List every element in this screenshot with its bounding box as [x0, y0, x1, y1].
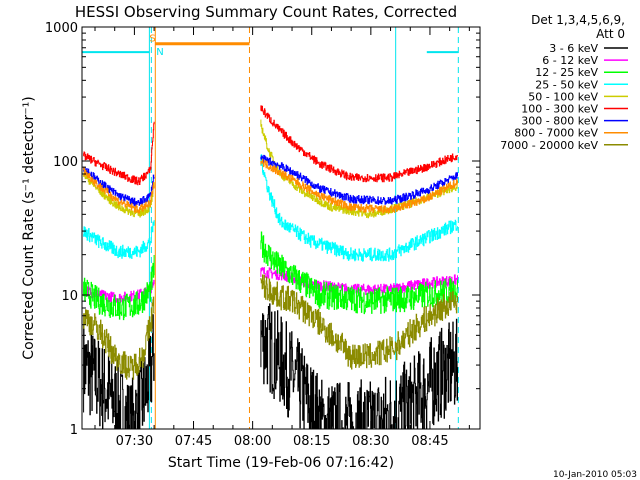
- footer-timestamp: 10-Jan-2010 05:03: [553, 470, 637, 480]
- x-tick-label-4: 08:30: [352, 434, 389, 449]
- series-7-line-0: [83, 167, 155, 214]
- legend-label-7: 800 - 7000 keV: [514, 127, 598, 140]
- legend-header-line1: Det 1,3,4,5,6,9,: [531, 13, 625, 27]
- legend-label-2: 12 - 25 keV: [535, 66, 598, 79]
- y-tick-label-1: 10: [61, 289, 78, 304]
- legend-label-0: 3 - 6 keV: [549, 42, 598, 55]
- legend-header-line2: Att 0: [596, 27, 625, 41]
- series-5-line-1: [260, 105, 458, 183]
- legend-label-3: 25 - 50 keV: [535, 78, 598, 91]
- series-6-line-1: [260, 154, 458, 205]
- plot-frame: [81, 26, 481, 430]
- series-3-line-0: [83, 220, 155, 259]
- x-tick-label-1: 07:45: [175, 434, 212, 449]
- y-axis-label: Corrected Count Rate (s⁻¹ detector⁻¹): [21, 96, 37, 359]
- series-7: [83, 158, 458, 214]
- series-8-line-1: [260, 274, 458, 370]
- legend-label-5: 100 - 300 keV: [521, 103, 598, 116]
- flag-label-n: N: [156, 47, 163, 58]
- y-tick-label-3: 1000: [45, 21, 78, 36]
- axis-ticks: 07:30 07:45 08:00 08:15 08:30 08:45 1 10 100 1000: [45, 21, 480, 449]
- legend-label-4: 50 - 100 keV: [528, 90, 598, 103]
- y-tick-label-0: 1: [70, 423, 78, 438]
- data-area: SN: [82, 27, 459, 430]
- x-tick-label-3: 08:15: [293, 434, 330, 449]
- series-8: [83, 274, 458, 380]
- x-tick-label-5: 08:45: [411, 434, 448, 449]
- x-tick-label-2: 08:00: [234, 434, 271, 449]
- series-8-line-0: [83, 296, 155, 380]
- x-axis-label: Start Time (19-Feb-06 07:16:42): [168, 455, 394, 471]
- series-3: [83, 154, 458, 262]
- x-tick-label-0: 07:30: [116, 434, 153, 449]
- series-7-line-1: [260, 158, 458, 214]
- legend-label-1: 6 - 12 keV: [542, 54, 598, 67]
- series-5-line-0: [83, 121, 155, 186]
- chart-title: HESSI Observing Summary Count Rates, Cor…: [75, 3, 457, 21]
- series-0-line-1: [260, 303, 458, 430]
- series-2-line-0: [83, 255, 155, 321]
- series-3-line-1: [260, 154, 458, 262]
- legend-label-6: 300 - 800 keV: [521, 115, 598, 128]
- y-tick-label-2: 100: [53, 155, 78, 170]
- legend-label-8: 7000 - 20000 keV: [500, 139, 598, 152]
- flag-label-s: S: [149, 33, 155, 44]
- series-5: [83, 105, 458, 186]
